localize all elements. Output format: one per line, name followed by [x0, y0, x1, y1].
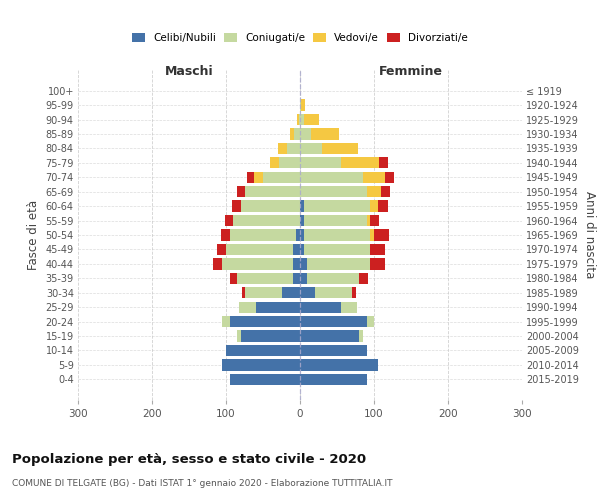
- Bar: [290, 128, 294, 140]
- Bar: [315, 287, 352, 298]
- Bar: [352, 287, 355, 298]
- Bar: [214, 258, 222, 270]
- Y-axis label: Anni di nascita: Anni di nascita: [583, 192, 596, 278]
- Bar: [307, 258, 370, 270]
- Bar: [222, 316, 230, 328]
- Bar: [370, 244, 385, 255]
- Bar: [300, 258, 307, 270]
- Bar: [300, 374, 367, 385]
- Bar: [293, 258, 300, 270]
- Bar: [300, 114, 304, 125]
- Bar: [278, 142, 287, 154]
- Bar: [374, 230, 389, 240]
- Bar: [232, 200, 241, 212]
- Bar: [241, 200, 300, 212]
- Bar: [281, 287, 300, 298]
- Bar: [237, 186, 245, 198]
- Bar: [367, 215, 370, 226]
- Bar: [300, 345, 367, 356]
- Bar: [297, 114, 299, 125]
- Bar: [300, 215, 304, 226]
- Bar: [304, 215, 367, 226]
- Bar: [359, 272, 368, 284]
- Bar: [300, 200, 304, 212]
- Bar: [300, 360, 378, 370]
- Bar: [300, 100, 301, 110]
- Bar: [301, 100, 305, 110]
- Bar: [341, 157, 379, 168]
- Bar: [293, 272, 300, 284]
- Bar: [370, 258, 385, 270]
- Bar: [300, 330, 359, 342]
- Bar: [245, 186, 300, 198]
- Bar: [311, 128, 339, 140]
- Bar: [385, 172, 394, 183]
- Bar: [322, 142, 358, 154]
- Legend: Celibi/Nubili, Coniugati/e, Vedovi/e, Divorziati/e: Celibi/Nubili, Coniugati/e, Vedovi/e, Di…: [128, 29, 472, 48]
- Bar: [382, 186, 390, 198]
- Bar: [239, 302, 256, 313]
- Bar: [247, 172, 254, 183]
- Bar: [370, 230, 374, 240]
- Bar: [241, 330, 300, 342]
- Bar: [279, 157, 300, 168]
- Bar: [221, 230, 230, 240]
- Bar: [300, 157, 341, 168]
- Bar: [359, 330, 363, 342]
- Bar: [271, 157, 279, 168]
- Bar: [296, 230, 300, 240]
- Bar: [300, 302, 341, 313]
- Bar: [263, 172, 300, 183]
- Bar: [304, 114, 319, 125]
- Bar: [293, 244, 300, 255]
- Bar: [379, 157, 388, 168]
- Bar: [242, 287, 245, 298]
- Bar: [300, 244, 304, 255]
- Bar: [341, 302, 357, 313]
- Bar: [300, 272, 307, 284]
- Bar: [370, 215, 379, 226]
- Bar: [287, 142, 300, 154]
- Text: Femmine: Femmine: [379, 64, 443, 78]
- Bar: [222, 360, 300, 370]
- Bar: [245, 287, 281, 298]
- Bar: [254, 172, 263, 183]
- Bar: [300, 172, 363, 183]
- Bar: [237, 330, 241, 342]
- Bar: [300, 128, 311, 140]
- Bar: [230, 272, 237, 284]
- Bar: [299, 114, 300, 125]
- Bar: [294, 128, 300, 140]
- Text: Maschi: Maschi: [164, 64, 214, 78]
- Bar: [233, 215, 300, 226]
- Bar: [230, 230, 296, 240]
- Bar: [304, 244, 370, 255]
- Bar: [223, 258, 293, 270]
- Bar: [370, 200, 378, 212]
- Bar: [230, 316, 300, 328]
- Bar: [230, 374, 300, 385]
- Bar: [226, 345, 300, 356]
- Bar: [304, 200, 370, 212]
- Bar: [300, 230, 304, 240]
- Y-axis label: Fasce di età: Fasce di età: [27, 200, 40, 270]
- Bar: [363, 172, 385, 183]
- Bar: [300, 186, 367, 198]
- Bar: [378, 200, 388, 212]
- Bar: [217, 244, 226, 255]
- Bar: [367, 186, 382, 198]
- Text: COMUNE DI TELGATE (BG) - Dati ISTAT 1° gennaio 2020 - Elaborazione TUTTITALIA.IT: COMUNE DI TELGATE (BG) - Dati ISTAT 1° g…: [12, 479, 392, 488]
- Text: Popolazione per età, sesso e stato civile - 2020: Popolazione per età, sesso e stato civil…: [12, 452, 366, 466]
- Bar: [237, 272, 293, 284]
- Bar: [304, 230, 370, 240]
- Bar: [226, 244, 293, 255]
- Bar: [224, 215, 233, 226]
- Bar: [256, 302, 300, 313]
- Bar: [307, 272, 359, 284]
- Bar: [300, 287, 315, 298]
- Bar: [300, 142, 322, 154]
- Bar: [367, 316, 374, 328]
- Bar: [300, 316, 367, 328]
